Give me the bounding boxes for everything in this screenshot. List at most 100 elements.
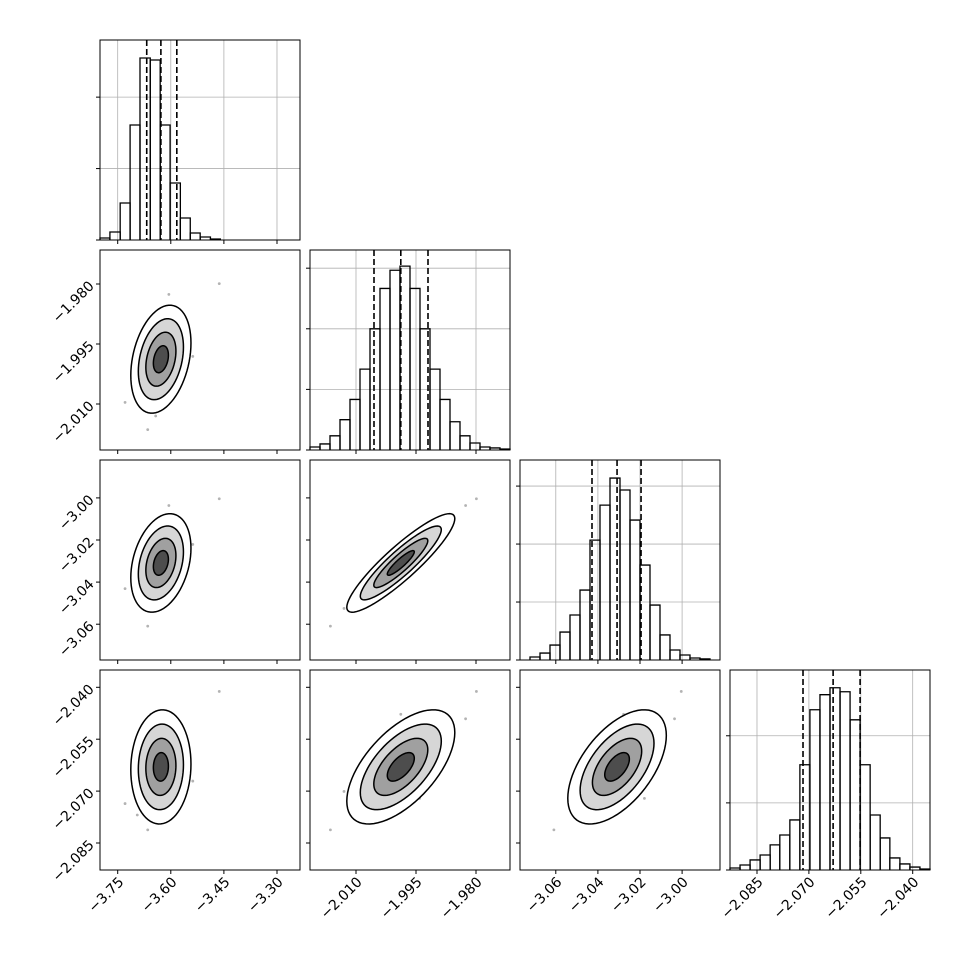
hist-bin [769, 844, 781, 870]
hist-bin [579, 589, 591, 660]
sample-point [464, 504, 467, 507]
hist-bin [139, 57, 151, 240]
panel-frame [99, 459, 301, 661]
sample-point [679, 690, 683, 693]
hist-bin [129, 124, 141, 240]
x-tick-label: −2.040 [874, 874, 922, 922]
y-tick-label: −3.00 [56, 492, 98, 534]
panel-frame [309, 669, 511, 871]
x-tick-label: −3.45 [192, 874, 234, 916]
panel-frame [729, 669, 931, 871]
hist-bin [389, 269, 401, 450]
y-tick-label: −2.010 [50, 398, 98, 446]
hist-bin [379, 287, 391, 450]
panel-frame [309, 459, 511, 661]
hist-bin [849, 719, 861, 870]
sample-point [191, 355, 195, 358]
contour [386, 751, 416, 782]
y-tick-label: −1.980 [50, 278, 98, 326]
y-tick-label: −2.040 [50, 682, 98, 730]
hist-bin [899, 863, 911, 870]
sample-point [167, 293, 171, 296]
x-tick-label: −2.010 [318, 874, 366, 922]
hist-bin [559, 631, 571, 660]
x-tick-label: −3.00 [650, 874, 692, 916]
contour [386, 549, 416, 577]
sample-point [154, 414, 158, 418]
hist-bin [679, 654, 691, 660]
sample-point [643, 796, 646, 800]
x-tick-label: −3.60 [139, 874, 181, 916]
sample-point [217, 282, 221, 285]
hist-bin [349, 398, 361, 450]
hist-bin [699, 658, 711, 660]
x-tick-label: −1.980 [438, 874, 486, 922]
sample-point [329, 828, 332, 832]
hist-bin [149, 59, 161, 240]
hist-bin [609, 477, 621, 660]
sample-point [342, 790, 346, 793]
hist-bin [759, 854, 771, 870]
hist-bin [629, 519, 641, 660]
hist-bin [429, 368, 441, 450]
contour [152, 751, 170, 782]
sample-point [167, 504, 171, 507]
hist-bin [819, 694, 831, 870]
contour [152, 549, 170, 576]
y-tick-label: −3.04 [56, 576, 98, 618]
hist-bin [359, 368, 371, 450]
y-tick-label: −2.085 [50, 837, 98, 885]
hist-bin [179, 217, 191, 240]
sample-point [329, 624, 332, 628]
hist-bin [169, 182, 182, 240]
hist-bin [469, 442, 481, 450]
y-tick-label: −1.995 [50, 338, 98, 386]
sample-point [464, 717, 467, 721]
hist-bin [809, 709, 821, 870]
x-tick-label: −3.04 [566, 874, 608, 916]
panel-frame [309, 249, 511, 451]
sample-point [217, 497, 221, 501]
hist-bin [329, 435, 341, 450]
hist-bin [109, 231, 121, 240]
x-tick-label: −3.75 [86, 874, 128, 916]
x-tick-label: −3.02 [608, 874, 650, 916]
sample-point [146, 624, 150, 628]
sample-point [342, 607, 346, 610]
x-tick-label: −3.06 [524, 874, 566, 916]
contour [603, 751, 631, 782]
y-tick-label: −2.055 [50, 734, 98, 782]
hist-bin [119, 202, 131, 240]
sample-point [399, 712, 403, 716]
hist-bin [749, 859, 761, 870]
x-tick-label: −2.070 [771, 874, 819, 922]
hist-bin [539, 652, 551, 660]
hist-bin [439, 398, 451, 450]
x-tick-label: −2.055 [823, 874, 871, 922]
panel-frame [99, 249, 301, 451]
sample-point [123, 802, 127, 805]
hist-bin [879, 837, 891, 870]
sample-point [135, 813, 139, 817]
sample-point [146, 428, 150, 431]
hist-bin [569, 614, 581, 660]
sample-point [552, 828, 556, 832]
hist-bin [619, 489, 631, 660]
hist-bin [869, 814, 881, 870]
hist-bin [409, 287, 421, 450]
sample-point [123, 401, 127, 404]
sample-point [191, 543, 195, 546]
hist-bin [659, 634, 671, 660]
sample-point [146, 828, 150, 832]
hist-bin [459, 435, 471, 450]
x-tick-label: −3.30 [245, 874, 287, 916]
y-tick-label: −2.070 [50, 785, 98, 833]
y-tick-label: −3.02 [56, 534, 98, 576]
hist-bin [599, 504, 611, 660]
y-tick-label: −3.06 [56, 618, 98, 660]
hist-bin [889, 857, 901, 870]
sample-point [123, 587, 127, 591]
sample-point [475, 690, 478, 693]
hist-bin [319, 443, 331, 450]
panel-frame [99, 39, 301, 241]
